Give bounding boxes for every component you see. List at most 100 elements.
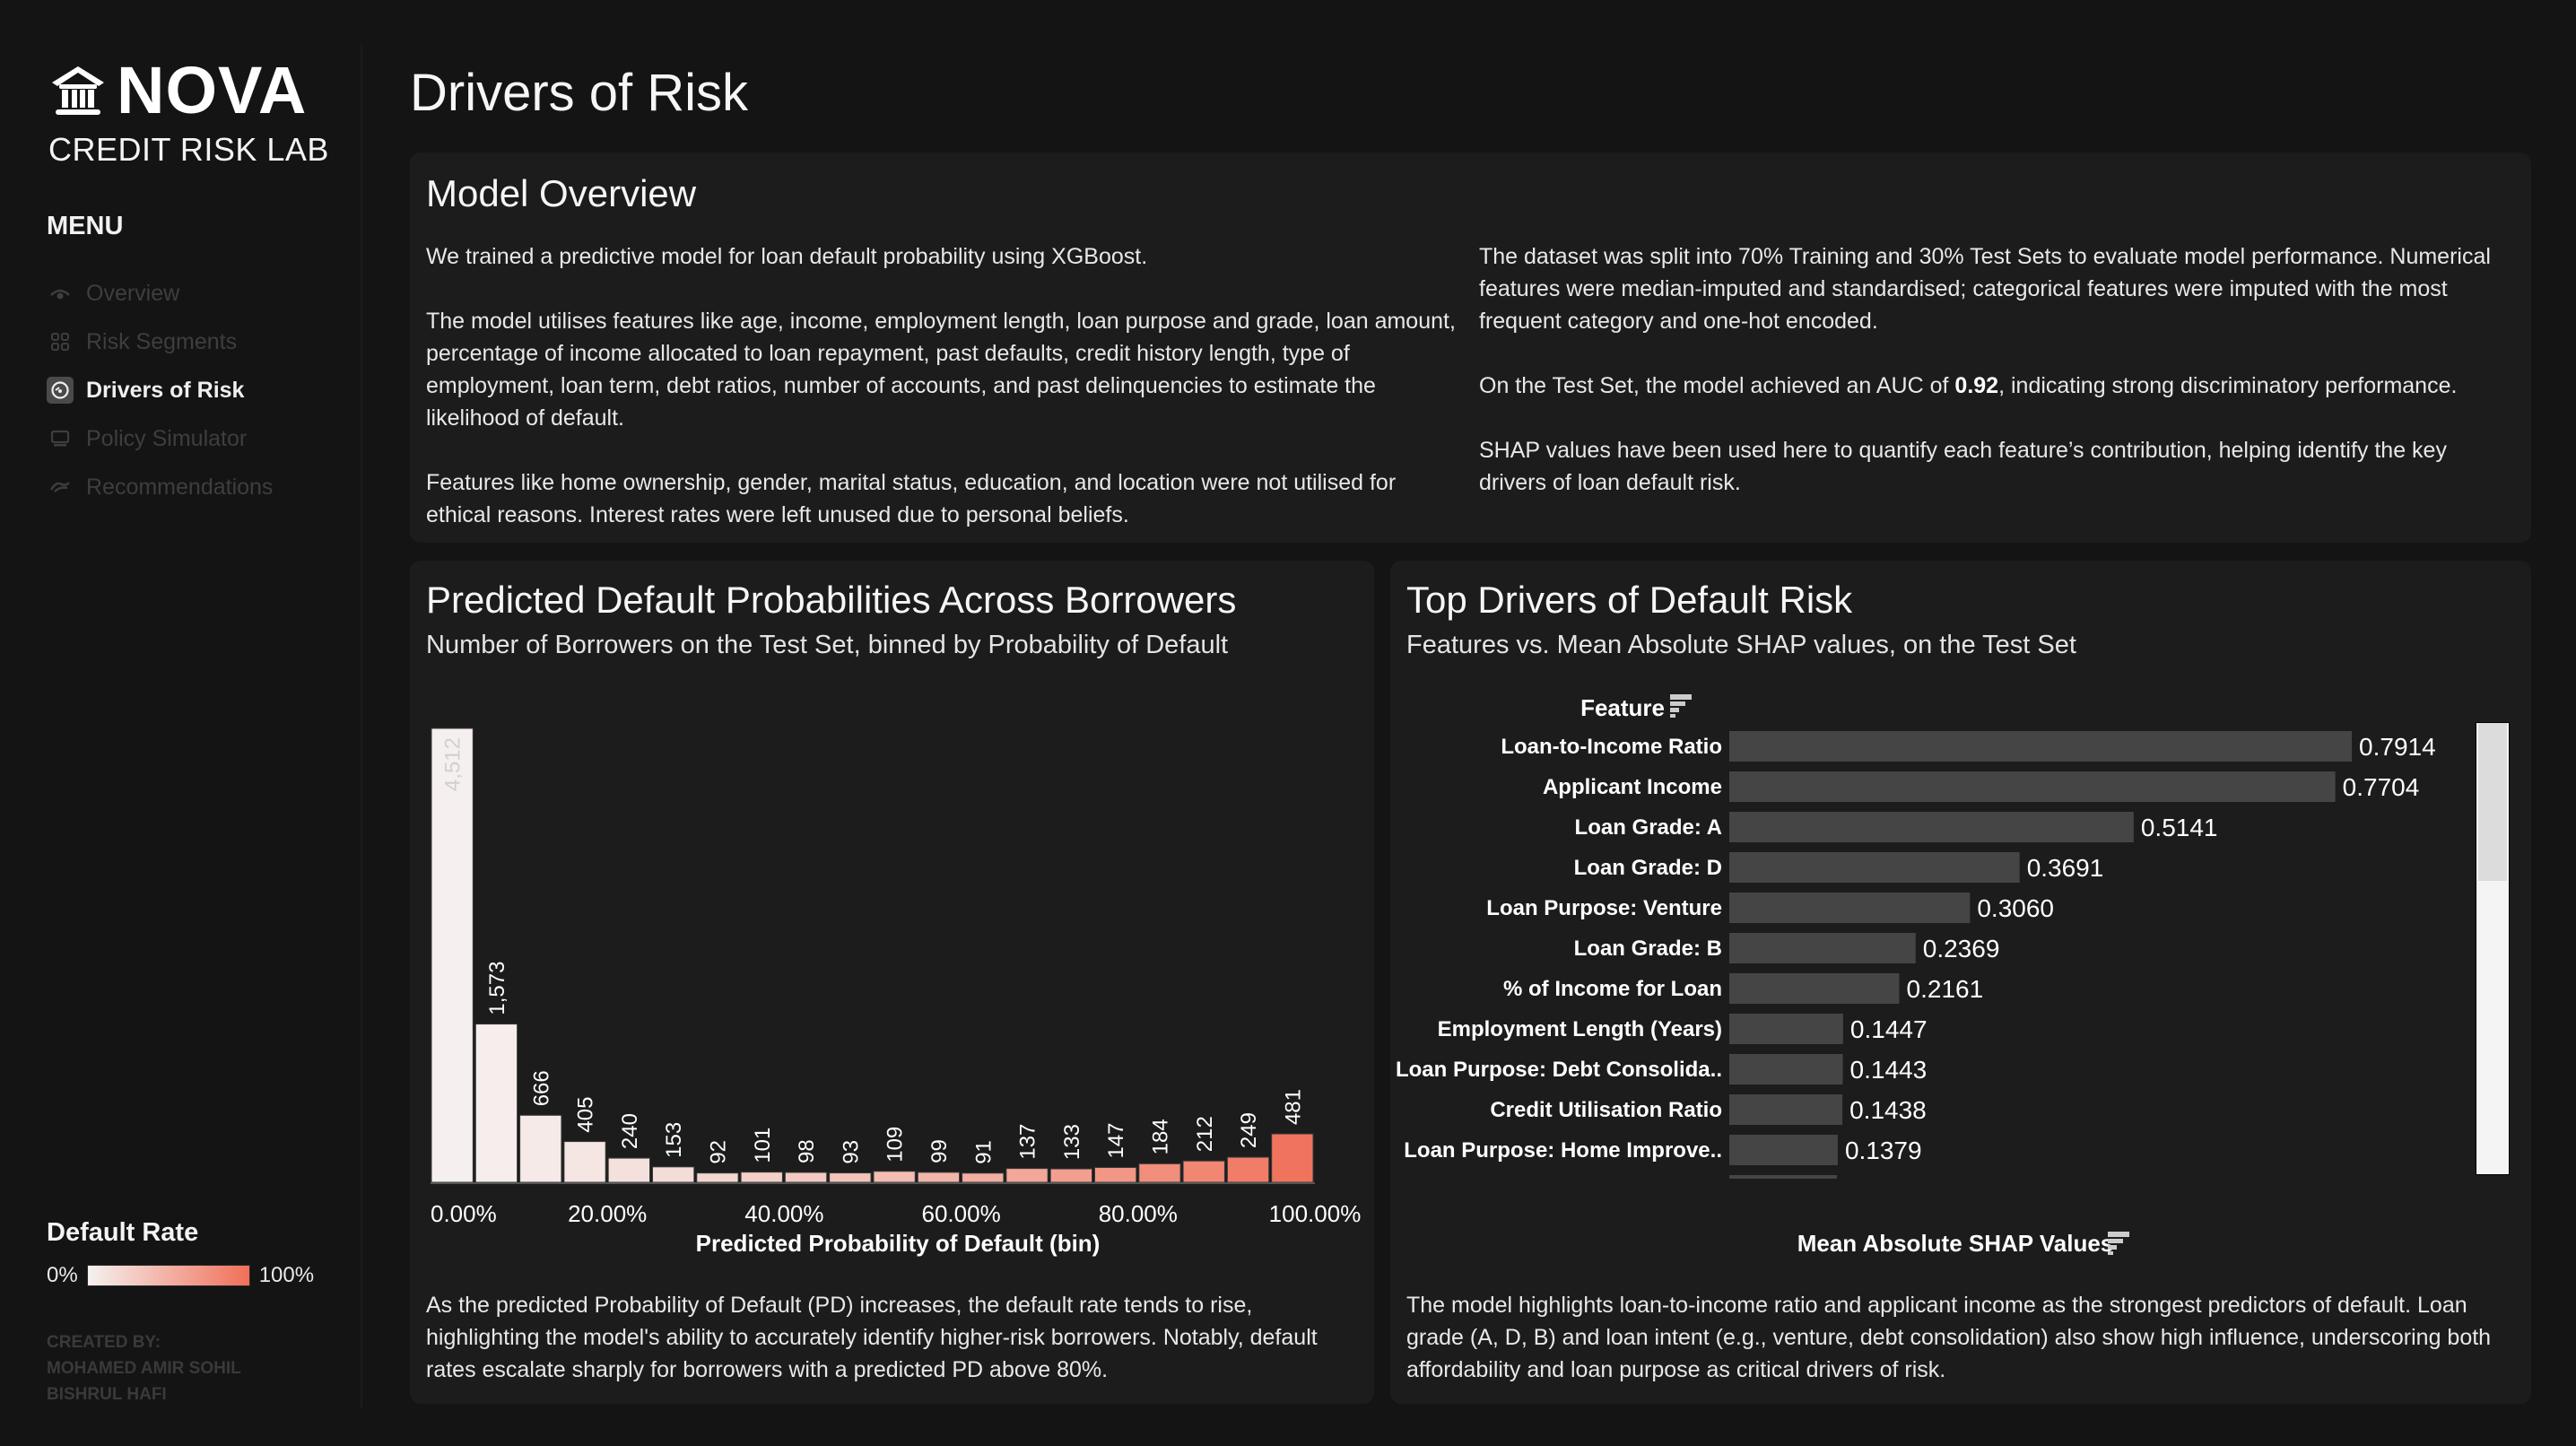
shap-scrollbar-thumb[interactable] [2478, 723, 2507, 882]
histogram-bar[interactable] [740, 1172, 783, 1183]
overview-paragraph: SHAP values have been used here to quant… [1479, 438, 2447, 495]
histogram-bar[interactable] [829, 1172, 872, 1183]
shap-category-label: Loan Purpose: Debt Consolida.. [1396, 1058, 1722, 1082]
shap-card: Top Drivers of Default Risk Features vs.… [1390, 561, 2531, 1404]
histogram-bar-label: 93 [839, 1140, 863, 1164]
histogram-bar-label: 212 [1193, 1116, 1217, 1152]
default-rate-legend: 0% 100% [47, 1263, 314, 1288]
histogram-bar-label: 92 [706, 1140, 730, 1164]
histogram-bar[interactable] [696, 1172, 739, 1183]
histogram-x-axis-label: Predicted Probability of Default (bin) [696, 1230, 1101, 1257]
histogram-bar-label: 184 [1148, 1119, 1172, 1154]
histogram-bar[interactable] [784, 1172, 828, 1183]
shap-bar[interactable] [1729, 933, 1916, 963]
shap-bar[interactable] [1729, 1135, 1838, 1165]
eye-icon [47, 280, 74, 307]
overview-paragraph: The model utilises features like age, in… [426, 309, 1456, 431]
histogram-bar-label: 4,512 [441, 737, 466, 791]
auc-value: 0.92 [1954, 373, 1999, 398]
grid-segments-icon [47, 328, 74, 355]
shap-bar[interactable] [1729, 731, 2353, 762]
shap-category-label: Loan Purpose: Venture [1486, 896, 1722, 920]
shap-value-label: 0.7704 [2343, 773, 2420, 801]
sidebar-item-overview[interactable]: Overview [47, 269, 273, 318]
histogram-bar[interactable] [917, 1172, 961, 1183]
histogram-bar[interactable] [652, 1166, 695, 1183]
sidebar-divider [361, 45, 362, 1408]
shap-bar-chart: Feature Loan-to-Income Ratio Applicant In… [1396, 694, 2436, 1257]
shap-value-label: 0.3060 [1977, 894, 2054, 922]
shap-category-label: Applicant Income [1543, 775, 1722, 799]
sidebar-item-recommendations[interactable]: Recommendations [47, 463, 273, 511]
legend-min-label: 0% [47, 1263, 78, 1287]
shap-category-label: Loan-to-Income Ratio [1501, 735, 1722, 759]
histogram-bar[interactable] [1226, 1156, 1270, 1183]
histogram-x-tick-label: 0.00% [431, 1200, 497, 1227]
shap-category-label: Loan Grade: D [1574, 856, 1722, 880]
sidebar-item-label: Policy Simulator [86, 425, 248, 451]
shap-bar[interactable] [1729, 1014, 1843, 1044]
histogram-bar-label: 249 [1237, 1112, 1261, 1148]
shap-value-label: 0.3691 [2027, 854, 2104, 882]
credits-heading: CREATED BY: [47, 1333, 161, 1352]
shap-bar[interactable] [1729, 1054, 1843, 1084]
shap-title: Top Drivers of Default Risk [1406, 579, 1853, 621]
sort-descending-icon[interactable] [1670, 694, 1692, 718]
histogram-x-tick-label: 20.00% [568, 1200, 647, 1227]
overview-auc-paragraph: On the Test Set, the model achieved an A… [1479, 370, 2511, 402]
overview-paragraph: The dataset was split into 70% Training … [1479, 244, 2491, 334]
sidebar-item-label: Recommendations [86, 474, 274, 500]
shap-bar[interactable] [1729, 771, 2336, 802]
histogram-bar[interactable] [431, 727, 474, 1183]
model-overview-panel: Model Overview We trained a predictive m… [410, 152, 2531, 543]
shap-y-axis-label: Feature [1580, 694, 1665, 721]
histogram-footnote: As the predicted Probability of Default … [426, 1293, 1318, 1382]
shap-category-label: % of Income for Loan [1503, 977, 1722, 1001]
histogram-bar[interactable] [873, 1171, 916, 1183]
histogram-bar[interactable] [519, 1114, 562, 1183]
histogram-bar-label: 101 [751, 1128, 775, 1163]
histogram-bar[interactable] [1049, 1168, 1093, 1183]
histogram-bar[interactable] [962, 1172, 1005, 1183]
histogram-bar[interactable] [1138, 1163, 1181, 1183]
histogram-bar[interactable] [563, 1141, 606, 1183]
shap-value-label: 0.1443 [1850, 1056, 1928, 1084]
shap-value-label: 0.5141 [2141, 814, 2218, 841]
logo: NOVA [48, 57, 307, 124]
histogram-bar-label: 109 [883, 1127, 908, 1163]
histogram-bar[interactable] [1271, 1133, 1314, 1183]
histogram-bar[interactable] [1094, 1167, 1137, 1183]
histogram-x-tick-label: 60.00% [922, 1200, 1001, 1227]
menu-title: MENU [47, 212, 124, 240]
shap-bar[interactable] [1729, 1094, 1843, 1125]
sidebar-item-drivers-of-risk[interactable]: Drivers of Risk [47, 366, 273, 414]
sidebar-item-policy-simulator[interactable]: Policy Simulator [47, 414, 273, 463]
auc-text-before: On the Test Set, the model achieved an A… [1479, 373, 1955, 398]
histogram-bar-label: 99 [927, 1139, 952, 1163]
histogram-bar[interactable] [474, 1024, 518, 1183]
sidebar-item-label: Overview [86, 280, 180, 306]
shap-bar[interactable] [1729, 852, 2020, 883]
sidebar-item-risk-segments[interactable]: Risk Segments [47, 318, 273, 366]
shap-bar[interactable] [1729, 973, 1900, 1004]
shap-bar[interactable] [1729, 812, 2134, 842]
shap-category-label: Credit Utilisation Ratio [1490, 1098, 1722, 1122]
shap-footnote: The model highlights loan-to-income rati… [1406, 1293, 2492, 1382]
histogram-bar[interactable] [1182, 1160, 1225, 1183]
histogram-bar-label: 405 [574, 1097, 598, 1133]
bank-building-icon [52, 66, 104, 115]
histogram-bar-label: 147 [1104, 1122, 1128, 1158]
shap-bar[interactable] [1729, 893, 1971, 923]
shap-value-label: 0.1438 [1849, 1096, 1927, 1124]
histogram-bar-label: 91 [971, 1140, 996, 1164]
histogram-card: Predicted Default Probabilities Across B… [410, 561, 1374, 1404]
shap-scrollbar[interactable] [2476, 722, 2510, 1175]
sort-descending-icon[interactable] [2108, 1232, 2129, 1255]
sidebar: NOVA CREDIT RISK LAB MENU Overview Risk … [0, 0, 361, 1446]
brand-title: NOVA [117, 53, 308, 127]
histogram-bar-label: 137 [1016, 1124, 1040, 1160]
sidebar-item-label: Drivers of Risk [86, 377, 245, 403]
shap-value-label: 0.2161 [1907, 975, 1984, 1003]
histogram-bar[interactable] [607, 1157, 650, 1183]
histogram-bar[interactable] [1005, 1168, 1049, 1183]
